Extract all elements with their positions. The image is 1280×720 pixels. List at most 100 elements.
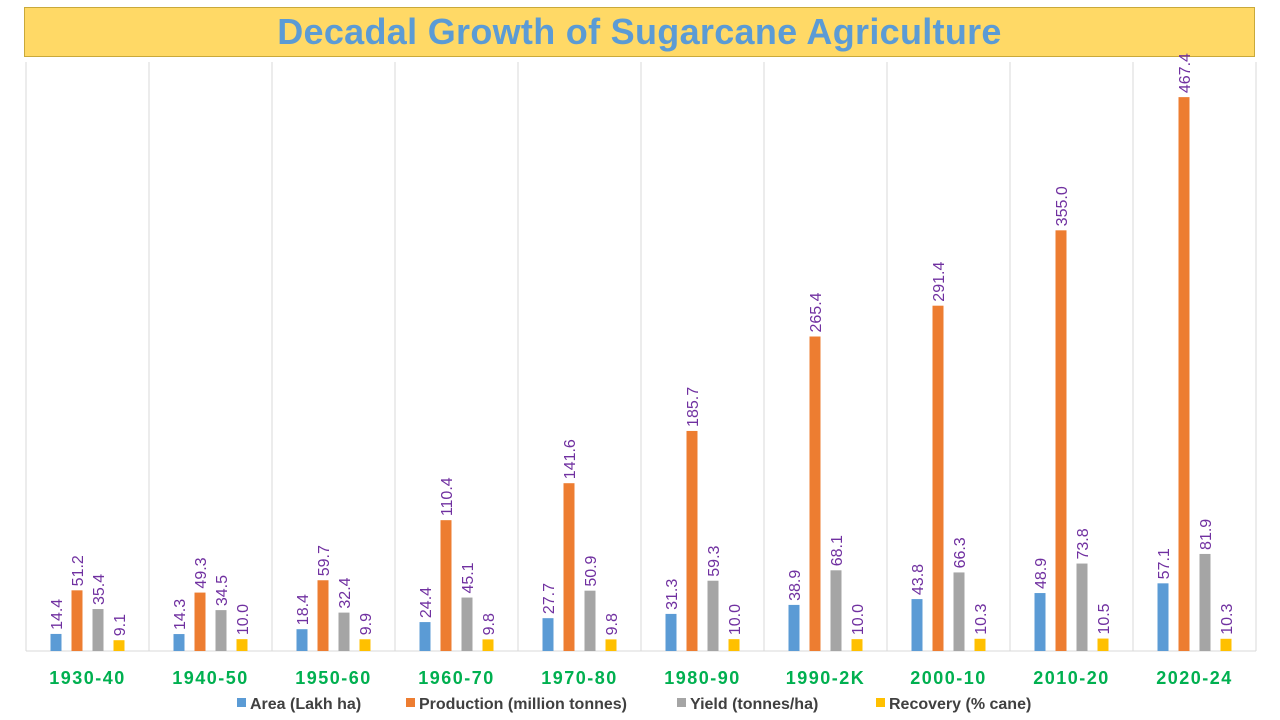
data-label: 43.8	[910, 564, 927, 595]
bar	[1076, 563, 1088, 651]
bar	[338, 612, 350, 651]
data-label: 18.4	[295, 594, 312, 625]
bar	[584, 590, 596, 651]
bar	[215, 610, 227, 651]
legend-swatch	[677, 698, 686, 707]
x-tick-label: 2020-24	[1156, 668, 1233, 688]
data-label: 81.9	[1198, 519, 1215, 550]
data-label: 32.4	[337, 577, 354, 608]
bar	[440, 520, 452, 651]
data-label: 68.1	[829, 535, 846, 566]
data-label: 10.0	[727, 604, 744, 635]
data-label: 10.5	[1096, 603, 1113, 634]
data-label: 110.4	[439, 477, 456, 516]
legend-label: Area (Lakh ha)	[250, 696, 361, 713]
data-label: 10.0	[850, 604, 867, 635]
data-label: 265.4	[808, 292, 825, 332]
data-label: 10.0	[235, 604, 252, 635]
bar	[1157, 583, 1169, 651]
data-label: 24.4	[418, 587, 435, 618]
bar	[317, 580, 329, 651]
chart-title-banner: Decadal Growth of Sugarcane Agriculture	[24, 7, 1255, 57]
bar	[830, 570, 842, 651]
bar	[1220, 638, 1232, 651]
data-label: 141.6	[562, 439, 579, 479]
x-tick-label: 1950-60	[295, 668, 372, 688]
data-label: 59.7	[316, 545, 333, 576]
data-label: 10.3	[1219, 604, 1236, 635]
data-label: 291.4	[931, 262, 948, 302]
data-label: 9.8	[604, 613, 621, 635]
data-label: 35.4	[91, 574, 108, 605]
x-tick-label: 1980-90	[664, 668, 741, 688]
bar	[1034, 593, 1046, 651]
x-tick-label: 1930-40	[49, 668, 126, 688]
data-label: 66.3	[952, 537, 969, 568]
x-tick-label: 1970-80	[541, 668, 618, 688]
data-label: 467.4	[1177, 53, 1194, 93]
data-label: 9.9	[358, 613, 375, 635]
bar	[665, 613, 677, 651]
data-label: 51.2	[70, 555, 87, 586]
bar	[419, 622, 431, 651]
data-label: 57.1	[1156, 548, 1173, 579]
legend-label: Recovery (% cane)	[889, 696, 1031, 713]
bar	[359, 639, 371, 651]
bar	[974, 638, 986, 651]
data-label: 38.9	[787, 570, 804, 601]
legend-swatch	[406, 698, 415, 707]
bar	[851, 639, 863, 651]
legend-label: Production (million tonnes)	[419, 696, 627, 713]
bar	[173, 634, 185, 651]
bar	[296, 629, 308, 651]
data-label: 9.1	[112, 614, 129, 636]
bar	[1178, 97, 1190, 652]
bar	[1199, 553, 1211, 651]
x-tick-label: 1940-50	[172, 668, 249, 688]
bar	[953, 572, 965, 651]
data-label: 185.7	[685, 387, 702, 427]
bar	[236, 639, 248, 651]
data-label: 48.9	[1033, 558, 1050, 589]
data-label: 10.3	[973, 604, 990, 635]
data-label: 9.8	[481, 613, 498, 635]
bar	[788, 604, 800, 651]
bar	[194, 592, 206, 651]
bar	[50, 633, 62, 651]
bar	[482, 639, 494, 651]
data-label: 49.3	[193, 557, 210, 588]
data-label: 45.1	[460, 562, 477, 593]
bar	[932, 305, 944, 651]
data-label: 59.3	[706, 545, 723, 576]
bar	[92, 609, 104, 651]
data-label: 14.3	[172, 599, 189, 630]
x-tick-label: 2000-10	[910, 668, 987, 688]
x-tick-label: 1960-70	[418, 668, 495, 688]
bar	[563, 483, 575, 651]
bar	[1097, 638, 1109, 651]
bar	[71, 590, 83, 651]
bar	[728, 639, 740, 651]
bar	[461, 597, 473, 651]
bar	[542, 618, 554, 651]
data-label: 31.3	[664, 579, 681, 610]
bar	[707, 580, 719, 651]
legend-swatch	[876, 698, 885, 707]
data-label: 73.8	[1075, 528, 1092, 559]
chart-title: Decadal Growth of Sugarcane Agriculture	[277, 11, 1002, 52]
data-label: 14.4	[49, 599, 66, 630]
x-tick-label: 2010-20	[1033, 668, 1110, 688]
bar	[1055, 230, 1067, 651]
data-label: 34.5	[214, 575, 231, 606]
legend-swatch	[237, 698, 246, 707]
legend-label: Yield (tonnes/ha)	[690, 696, 818, 713]
x-tick-label: 1990-2K	[786, 668, 866, 688]
bar	[911, 599, 923, 651]
data-label: 50.9	[583, 555, 600, 586]
bar	[113, 640, 125, 651]
data-label: 27.7	[541, 583, 558, 614]
bar	[809, 336, 821, 651]
data-label: 355.0	[1054, 186, 1071, 226]
bar	[605, 639, 617, 651]
